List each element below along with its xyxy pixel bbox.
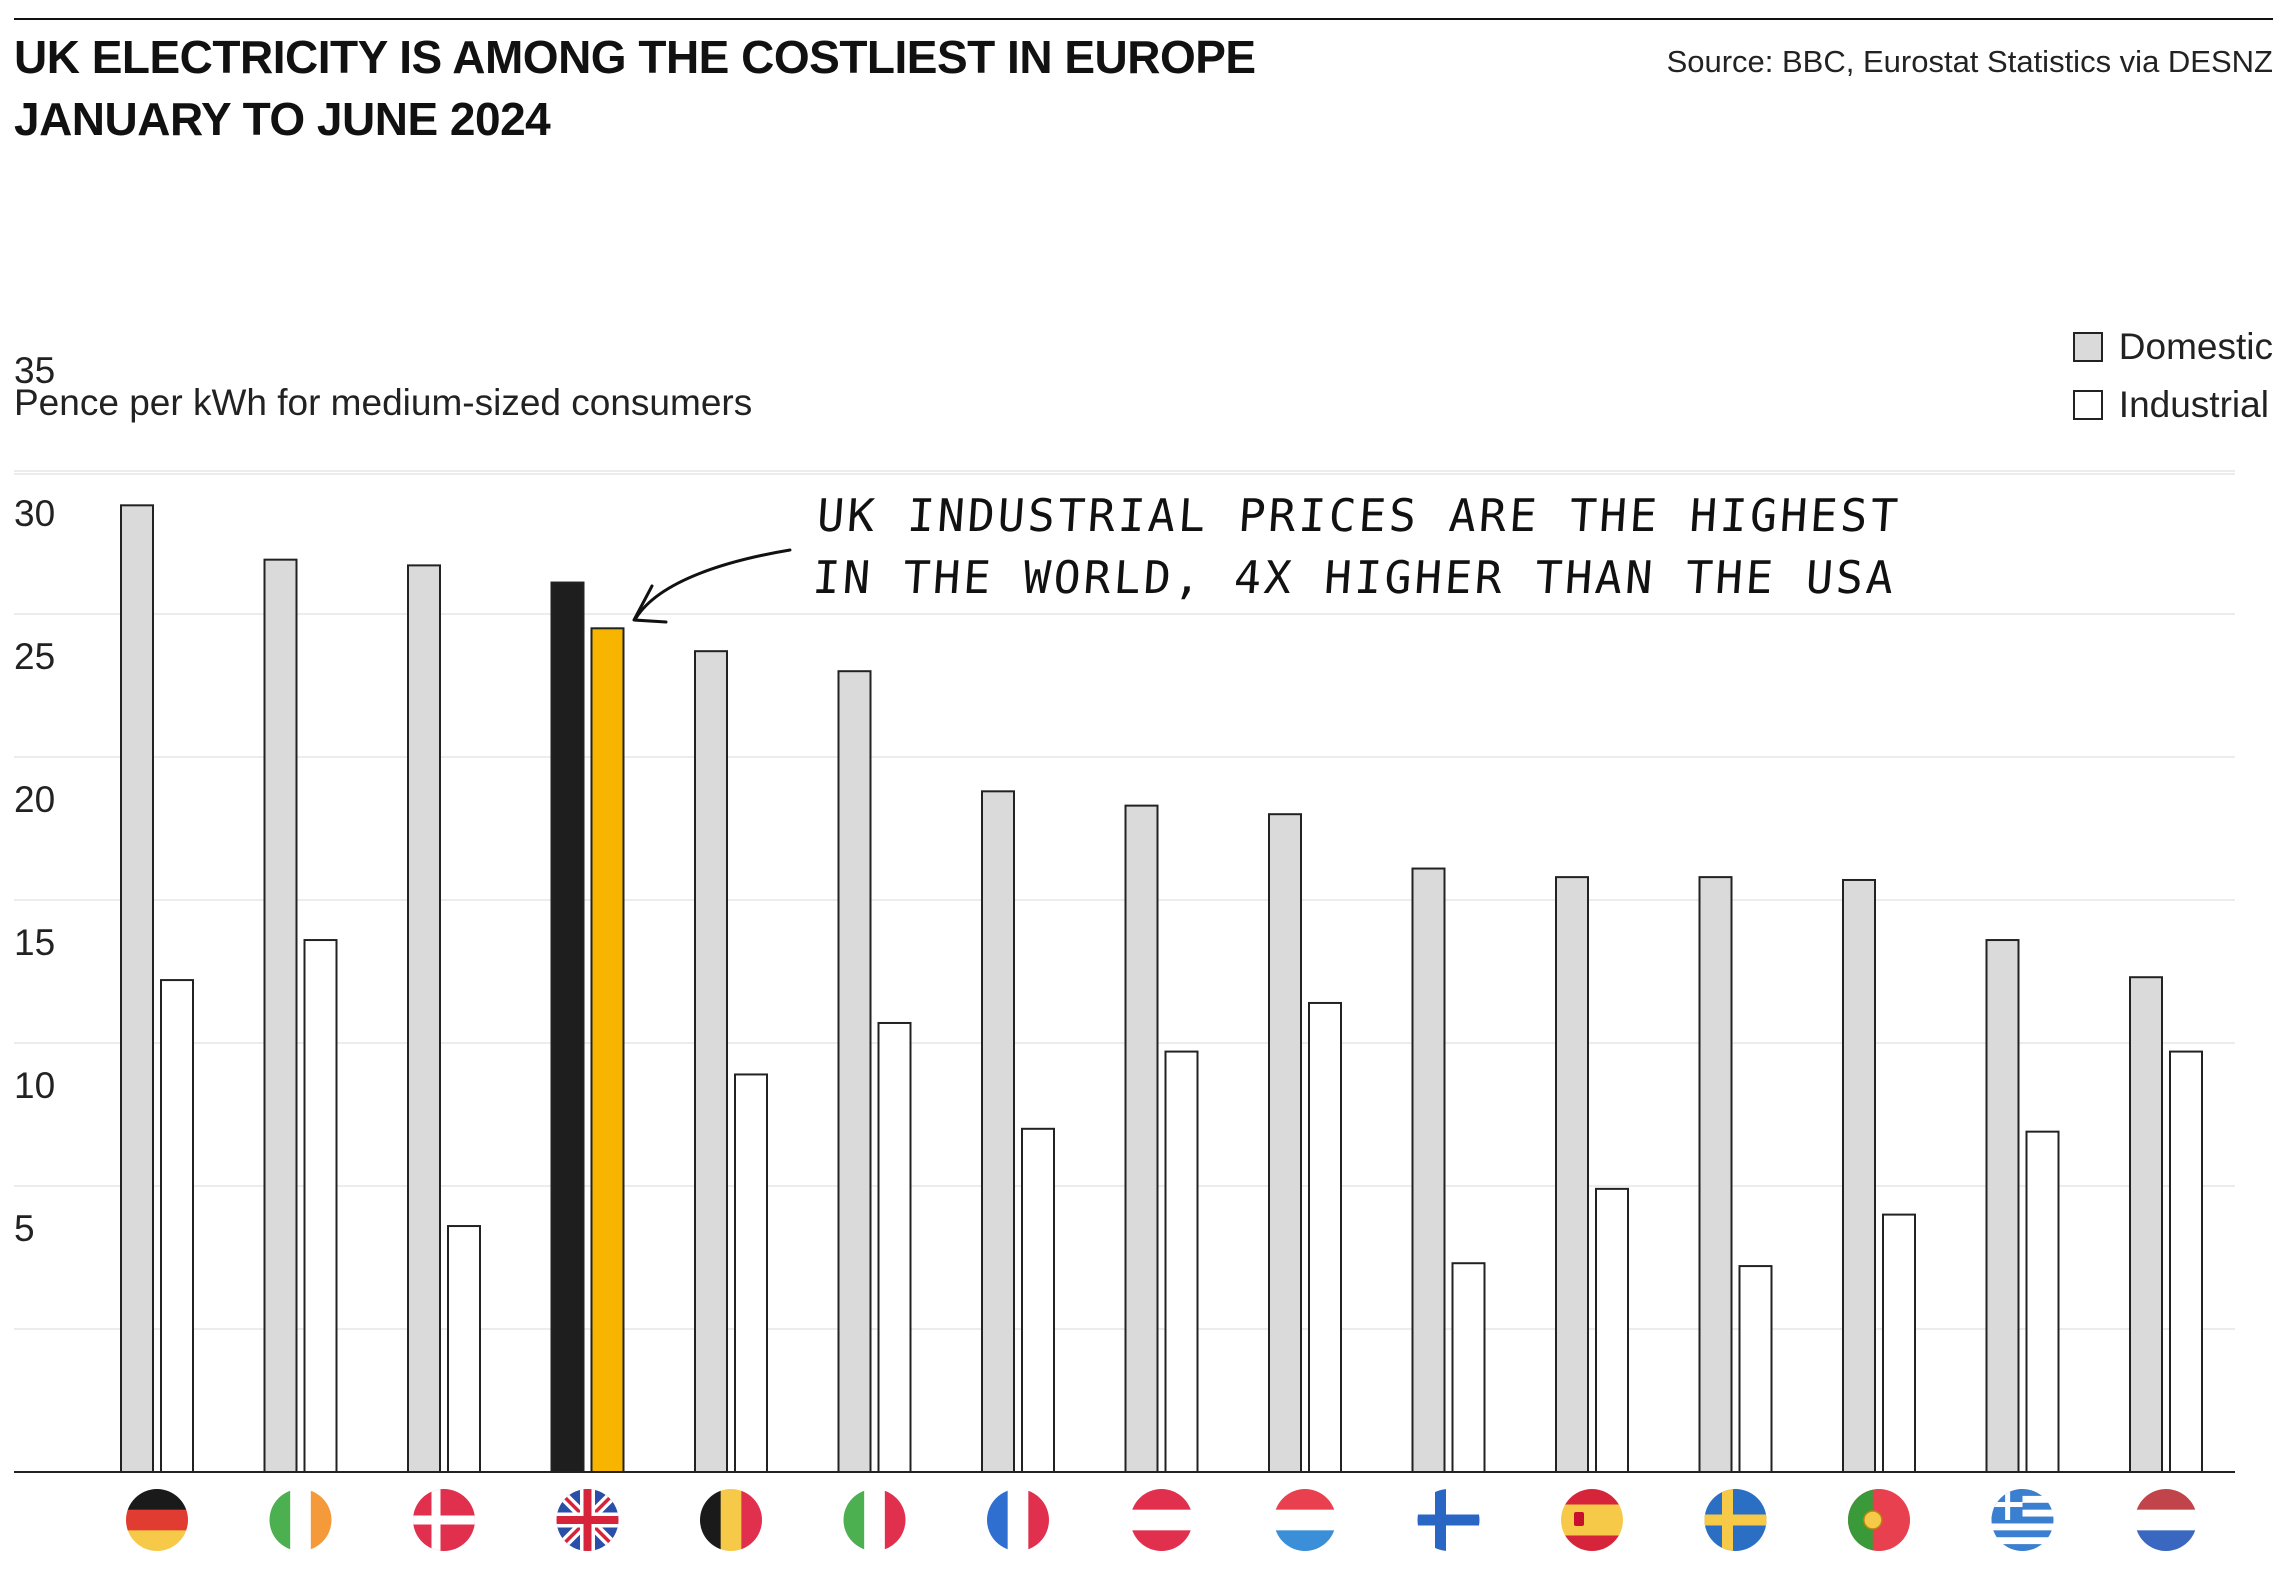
- flag-denmark-icon: [413, 1489, 475, 1551]
- title-line-2: JANUARY TO JUNE 2024: [14, 93, 551, 145]
- bar-industrial-greece: [2025, 1130, 2060, 1474]
- flag-belgium-icon: [700, 1489, 762, 1551]
- flag-finland-icon: [1417, 1489, 1480, 1551]
- bar-domestic-netherlands: [2129, 976, 2163, 1473]
- bar-domestic-denmark: [407, 564, 441, 1473]
- bar-industrial-uk: [590, 627, 625, 1473]
- bar-industrial-sweden: [1738, 1265, 1773, 1473]
- flag-austria-icon: [1130, 1489, 1193, 1551]
- bar-domestic-sweden: [1698, 876, 1733, 1473]
- annotation-arrow: [634, 548, 792, 620]
- flag-luxembourg-icon: [1274, 1489, 1336, 1551]
- legend-item-industrial: Industrial: [2072, 376, 2273, 434]
- bar-domestic-france: [981, 790, 1015, 1473]
- bar-industrial-ireland: [303, 939, 338, 1473]
- bar-industrial-portugal: [1882, 1213, 1916, 1473]
- top-rule: [14, 18, 2273, 20]
- legend-swatch-domestic: [2072, 332, 2103, 362]
- y-tick-label: 20: [14, 779, 55, 820]
- flag-netherlands-icon: [2135, 1489, 2197, 1551]
- annotation-line-1: UK INDUSTRIAL PRICES ARE THE HIGHEST: [815, 489, 1903, 542]
- chart-title: UK ELECTRICITY IS AMONG THE COSTLIEST IN…: [14, 26, 1256, 150]
- y-tick-labels: 5 10 15 20 25 30 35: [14, 350, 55, 1249]
- flag-greece-icon: [1991, 1489, 2054, 1551]
- flag-portugal-icon: [1848, 1489, 1910, 1551]
- y-tick-label: 5: [14, 1208, 35, 1249]
- bar-industrial-luxembourg: [1308, 1001, 1342, 1474]
- bar-domestic-italy: [837, 670, 872, 1473]
- bar-domestic-uk: [550, 581, 585, 1473]
- bar-industrial-denmark: [447, 1225, 481, 1474]
- source-note: Source: BBC, Eurostat Statistics via DES…: [1666, 44, 2273, 79]
- bar-industrial-finland: [1451, 1262, 1486, 1473]
- bar-domestic-finland: [1411, 867, 1446, 1473]
- y-tick-label: 30: [14, 493, 55, 534]
- flag-ireland-icon: [269, 1489, 332, 1551]
- bar-domestic-greece: [1985, 939, 2020, 1473]
- bar-industrial-spain: [1595, 1187, 1629, 1473]
- title-line-1: UK ELECTRICITY IS AMONG THE COSTLIEST IN…: [14, 31, 1256, 83]
- bar-industrial-italy: [877, 1021, 912, 1473]
- flag-germany-icon: [126, 1489, 188, 1551]
- legend-label-domestic: Domestic: [2118, 326, 2273, 367]
- bars: [120, 504, 2203, 1474]
- legend-item-domestic: Domestic: [2072, 318, 2273, 376]
- country-flags: [126, 1489, 2197, 1551]
- bar-domestic-portugal: [1842, 878, 1876, 1473]
- annotation-text: UK INDUSTRIAL PRICES ARE THE HIGHEST IN …: [811, 485, 1903, 609]
- bar-industrial-germany: [160, 979, 194, 1474]
- bar-industrial-netherlands: [2169, 1050, 2203, 1473]
- bar-domestic-germany: [120, 504, 154, 1473]
- y-tick-label: 25: [14, 636, 55, 677]
- flag-france-icon: [987, 1489, 1049, 1551]
- bar-domestic-ireland: [263, 558, 298, 1473]
- bar-industrial-france: [1021, 1127, 1055, 1474]
- flag-spain-icon: [1561, 1489, 1623, 1551]
- flag-uk-icon: [556, 1489, 619, 1551]
- legend-swatch-industrial: [2072, 390, 2103, 420]
- bar-domestic-luxembourg: [1268, 813, 1302, 1473]
- legend: Domestic Industrial: [2072, 318, 2273, 434]
- legend-label-industrial: Industrial: [2118, 384, 2269, 425]
- bar-domestic-belgium: [694, 650, 728, 1473]
- annotation-line-2: IN THE WORLD, 4X HIGHER THAN THE USA: [811, 551, 1899, 604]
- y-axis-label: Pence per kWh for medium-sized consumers: [14, 382, 753, 423]
- annotation-arrowhead: [632, 584, 668, 624]
- y-tick-label: 10: [14, 1065, 55, 1106]
- bar-domestic-austria: [1124, 804, 1159, 1473]
- flag-sweden-icon: [1704, 1489, 1767, 1551]
- y-tick-label: 35: [14, 350, 55, 391]
- flag-italy-icon: [843, 1489, 906, 1551]
- bar-industrial-belgium: [734, 1073, 768, 1473]
- bar-industrial-austria: [1164, 1050, 1199, 1473]
- bar-domestic-spain: [1555, 876, 1589, 1473]
- y-tick-label: 15: [14, 922, 55, 963]
